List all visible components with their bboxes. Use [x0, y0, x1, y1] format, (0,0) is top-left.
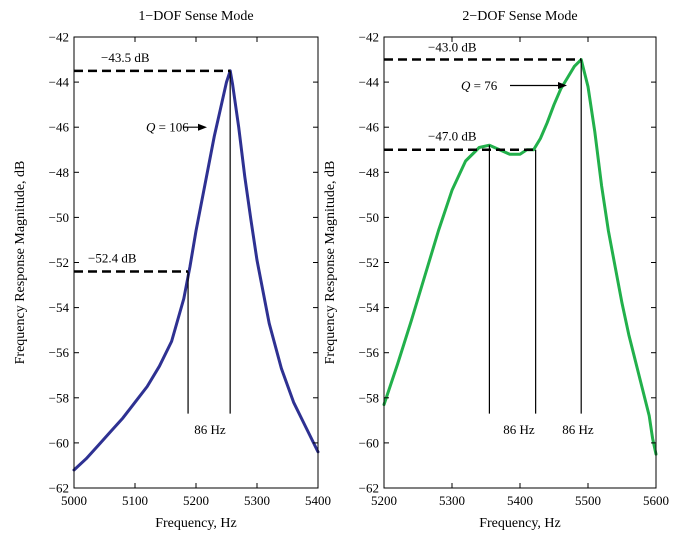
q-symbol: Q [461, 78, 471, 93]
x-axis-label: Frequency, Hz [479, 516, 561, 531]
y-tick-label: −54 [359, 300, 380, 315]
y-tick-label: −48 [359, 165, 379, 180]
x-tick-label: 5000 [61, 493, 87, 508]
y-tick-label: −50 [359, 210, 379, 225]
series-line [72, 69, 320, 472]
x-tick-label: 5300 [439, 493, 465, 508]
x-tick-label: 5400 [507, 493, 533, 508]
y-tick-label: −42 [359, 30, 379, 45]
x-tick-label: 5100 [122, 493, 148, 508]
y-tick-label: −52 [359, 255, 379, 270]
y-tick-label: −54 [49, 300, 70, 315]
y-tick-label: −50 [49, 210, 69, 225]
q-factor-label: Q = 76 [461, 78, 498, 93]
q-symbol: Q [146, 120, 156, 135]
x-axis-label: Frequency, Hz [155, 516, 237, 531]
y-tick-label: −56 [359, 345, 380, 360]
y-tick-label: −58 [49, 390, 69, 405]
y-tick-label: −44 [359, 75, 380, 90]
chart-title: 2−DOF Sense Mode [462, 9, 577, 24]
y-axis-label: Frequency Response Magnitude, dB [13, 161, 28, 365]
y-tick-label: −42 [49, 30, 69, 45]
reference-lines [384, 58, 582, 414]
y-tick-label: −46 [49, 120, 70, 135]
q-arrow-head [558, 81, 567, 89]
half-power-db-label: −52.4 dB [88, 251, 137, 266]
x-tick-label: 5500 [575, 493, 601, 508]
reference-lines [74, 69, 231, 414]
panel-2dof: 5200 5300 5400 5500 5600 −62 −60 −58 −56 −54 −52 −5… [323, 9, 669, 531]
peak-db-label: −43.5 dB [101, 50, 150, 65]
series-line [382, 58, 658, 456]
y-tick-label: −62 [49, 481, 69, 496]
x-tick-label: 5200 [183, 493, 209, 508]
x-tick-label: 5200 [371, 493, 397, 508]
y-tick-label: −56 [49, 345, 70, 360]
y-axis-label: Frequency Response Magnitude, dB [323, 161, 338, 365]
x-tick-label: 5300 [244, 493, 270, 508]
peak-db-label: −43.0 dB [428, 40, 477, 55]
y-tick-label: −60 [49, 435, 69, 450]
x-tick-label: 5400 [305, 493, 331, 508]
y-tick-label: −60 [359, 435, 379, 450]
q-factor-label: Q = 106 [146, 120, 189, 135]
y-tick-label: −46 [359, 120, 380, 135]
half-power-db-label: −47.0 dB [428, 129, 477, 144]
y-tick-label: −58 [359, 390, 379, 405]
q-arrow-head [198, 123, 207, 131]
q-value: = 76 [470, 78, 497, 93]
x-tick-label: 5600 [643, 493, 669, 508]
axis-ticks: 5000 5100 5200 5300 5400 −62 −60 −58 −56 −54 −52 −5… [49, 30, 331, 509]
bandwidth-label: 86 Hz [194, 422, 226, 437]
y-tick-label: −62 [359, 481, 379, 496]
y-tick-label: −52 [49, 255, 69, 270]
bandwidth-label-right: 86 Hz [562, 422, 594, 437]
axis-ticks: 5200 5300 5400 5500 5600 −62 −60 −58 −56 −54 −52 −5… [359, 30, 669, 509]
series-layer [382, 58, 658, 456]
chart-title: 1−DOF Sense Mode [138, 9, 253, 24]
panel-1dof: 5000 5100 5200 5300 5400 −62 −60 −58 −56 −54 −52 −5… [13, 9, 331, 531]
bandwidth-label-left: 86 Hz [503, 422, 535, 437]
series-layer [72, 69, 320, 472]
y-tick-label: −44 [49, 75, 70, 90]
q-value: = 106 [155, 120, 189, 135]
y-tick-label: −48 [49, 165, 69, 180]
